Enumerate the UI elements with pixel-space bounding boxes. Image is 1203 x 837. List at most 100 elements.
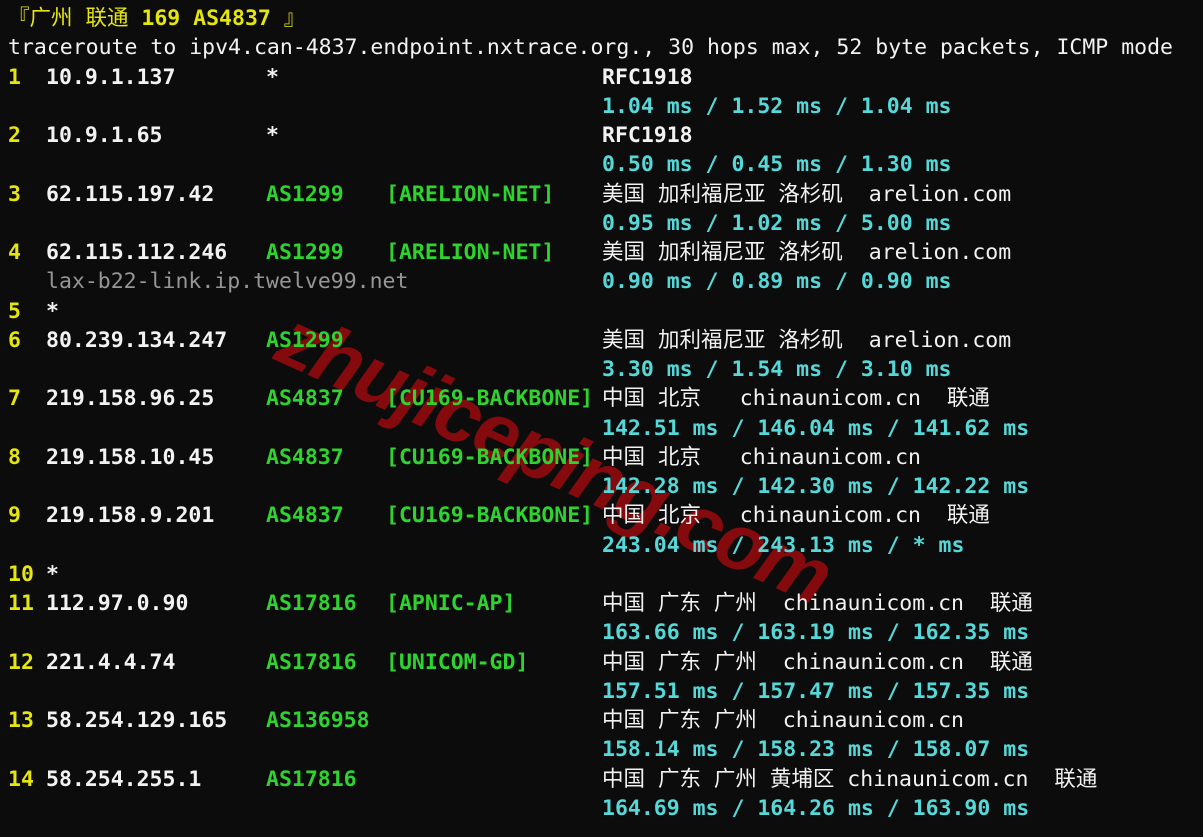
hop-number: 12: [8, 649, 34, 675]
hop-geo: 中国 广东 广州 黄埔区 chinaunicom.cn 联通: [602, 766, 1098, 792]
hop-number: 7: [8, 386, 21, 412]
hop-main-line: 8 219.158.10.45 AS4837 [CU169-BACKBONE] …: [0, 443, 1203, 472]
hop-latency: 164.69 ms / 164.26 ms / 163.90 ms: [602, 795, 1030, 821]
hop-ip: 221.4.4.74: [46, 649, 176, 675]
hop-latency: 142.51 ms / 146.04 ms / 141.62 ms: [602, 415, 1030, 441]
hop-latency: 0.50 ms / 0.45 ms / 1.30 ms: [602, 152, 952, 178]
trace-title-bracket: 』: [270, 6, 306, 31]
hop-number: 2: [8, 123, 21, 148]
hop-number: 6: [8, 327, 21, 353]
hop-number: 13: [8, 708, 34, 733]
hop-detail-line: 164.69 ms / 164.26 ms / 163.90 ms: [0, 794, 1203, 823]
hop-ip: 62.115.112.246: [46, 240, 228, 265]
hop-main-line: 1 10.9.1.137 * RFC1918: [0, 63, 1203, 92]
hop-row: 9 219.158.9.201 AS4837 [CU169-BACKBONE] …: [0, 501, 1203, 560]
hop-geo: 中国 北京 chinaunicom.cn 联通: [602, 503, 990, 529]
hop-main-line: 4 62.115.112.246 AS1299 [ARELION-NET] 美国…: [0, 238, 1203, 267]
hop-ip: 219.158.96.25: [46, 386, 215, 412]
hop-geo: 美国 加利福尼亚 洛杉矶 arelion.com: [602, 240, 1012, 265]
hop-asn: AS17816: [266, 766, 357, 792]
hop-geo: RFC1918: [602, 64, 693, 90]
hop-geo: 美国 加利福尼亚 洛杉矶 arelion.com: [602, 181, 1012, 207]
hop-asn: *: [266, 123, 279, 148]
trace-summary-line: traceroute to ipv4.can-4837.endpoint.nxt…: [0, 33, 1203, 62]
hop-row: 3 62.115.197.42 AS1299 [ARELION-NET] 美国 …: [0, 180, 1203, 239]
hop-detail-line: 142.28 ms / 142.30 ms / 142.22 ms: [0, 472, 1203, 501]
hop-ip: 10.9.1.65: [46, 123, 163, 148]
hop-row: 8 219.158.10.45 AS4837 [CU169-BACKBONE] …: [0, 443, 1203, 502]
hop-detail-line: 142.51 ms / 146.04 ms / 141.62 ms: [0, 414, 1203, 443]
hop-ip: 62.115.197.42: [46, 181, 215, 207]
hop-main-line: 6 80.239.134.247 AS1299 美国 加利福尼亚 洛杉矶 are…: [0, 326, 1203, 355]
trace-title-line: 『广州 联通 169 AS4837 』: [0, 4, 1203, 33]
hop-ip: 58.254.129.165: [46, 708, 228, 733]
hop-row: 2 10.9.1.65 * RFC1918 0.50 ms / 0.45 ms …: [0, 121, 1203, 180]
hop-main-line: 12 221.4.4.74 AS17816 [UNICOM-GD] 中国 广东 …: [0, 648, 1203, 677]
hop-main-line: 13 58.254.129.165 AS136958 中国 广东 广州 chin…: [0, 706, 1203, 735]
hop-latency: 158.14 ms / 158.23 ms / 158.07 ms: [602, 737, 1030, 763]
hop-detail-line: 157.51 ms / 157.47 ms / 157.35 ms: [0, 677, 1203, 706]
hop-main-line: 3 62.115.197.42 AS1299 [ARELION-NET] 美国 …: [0, 180, 1203, 209]
hop-main-line: 14 58.254.255.1 AS17816 中国 广东 广州 黄埔区 chi…: [0, 765, 1203, 794]
hop-main-line: 9 219.158.9.201 AS4837 [CU169-BACKBONE] …: [0, 501, 1203, 530]
hop-number: 11: [8, 591, 34, 616]
trace-summary-text: traceroute to ipv4.can-4837.endpoint.nxt…: [8, 35, 1173, 61]
hop-row: 13 58.254.129.165 AS136958 中国 广东 广州 chin…: [0, 706, 1203, 765]
hop-asn: AS1299: [266, 327, 344, 353]
hop-main-line: 5 *: [0, 297, 1203, 326]
hop-geo: 中国 广东 广州 chinaunicom.cn: [602, 708, 964, 733]
hop-asname: [ARELION-NET]: [386, 240, 555, 265]
hop-detail-line: 0.50 ms / 0.45 ms / 1.30 ms: [0, 150, 1203, 179]
hop-asname: [CU169-BACKBONE]: [386, 503, 594, 529]
hop-list: 1 10.9.1.137 * RFC1918 1.04 ms / 1.52 ms…: [0, 63, 1203, 824]
hop-latency: 0.90 ms / 0.89 ms / 0.90 ms: [602, 269, 952, 295]
hop-detail-line: 163.66 ms / 163.19 ms / 162.35 ms: [0, 618, 1203, 647]
hop-ip: 219.158.10.45: [46, 444, 215, 470]
hop-asname: [UNICOM-GD]: [386, 649, 529, 675]
hop-main-line: 2 10.9.1.65 * RFC1918: [0, 121, 1203, 150]
hop-asn: AS136958: [266, 708, 370, 733]
hop-asn: AS4837: [266, 503, 344, 529]
hop-asn: AS1299: [266, 240, 344, 265]
hop-number: 4: [8, 240, 21, 265]
hop-ip: 58.254.255.1: [46, 766, 202, 792]
hop-latency: 243.04 ms / 243.13 ms / * ms: [602, 532, 965, 558]
hop-row: 10 *: [0, 560, 1203, 589]
hop-row: 7 219.158.96.25 AS4837 [CU169-BACKBONE] …: [0, 384, 1203, 443]
trace-title-location: 『广州 联通: [8, 6, 142, 31]
hop-detail-line: lax-b22-link.ip.twelve99.net 0.90 ms / 0…: [0, 267, 1203, 296]
hop-asname: [APNIC-AP]: [386, 591, 516, 616]
hop-latency: 163.66 ms / 163.19 ms / 162.35 ms: [602, 620, 1030, 646]
hop-ip: 219.158.9.201: [46, 503, 215, 529]
hop-number: 10: [8, 561, 34, 587]
hop-ip: *: [46, 561, 59, 587]
hop-ip: 80.239.134.247: [46, 327, 228, 353]
hop-main-line: 11 112.97.0.90 AS17816 [APNIC-AP] 中国 广东 …: [0, 589, 1203, 618]
hop-asname: [CU169-BACKBONE]: [386, 386, 594, 412]
hop-asn: AS17816: [266, 649, 357, 675]
hop-geo: RFC1918: [602, 123, 693, 148]
hop-geo: 中国 北京 chinaunicom.cn: [602, 444, 921, 470]
hop-number: 1: [8, 64, 21, 90]
hop-number: 8: [8, 444, 21, 470]
hop-number: 5: [8, 298, 21, 324]
hop-geo: 中国 北京 chinaunicom.cn 联通: [602, 386, 990, 412]
hop-ip: 10.9.1.137: [46, 64, 176, 90]
hop-latency: 142.28 ms / 142.30 ms / 142.22 ms: [602, 474, 1030, 499]
hop-number: 14: [8, 766, 34, 792]
hop-row: 14 58.254.255.1 AS17816 中国 广东 广州 黄埔区 chi…: [0, 765, 1203, 824]
hop-asname: [ARELION-NET]: [386, 181, 555, 207]
hop-asn: AS4837: [266, 386, 344, 412]
hop-detail-line: 3.30 ms / 1.54 ms / 3.10 ms: [0, 355, 1203, 384]
hop-row: 11 112.97.0.90 AS17816 [APNIC-AP] 中国 广东 …: [0, 589, 1203, 648]
hop-latency: 157.51 ms / 157.47 ms / 157.35 ms: [602, 678, 1030, 704]
hop-ip: 112.97.0.90: [46, 591, 189, 616]
hop-asname: [CU169-BACKBONE]: [386, 444, 594, 470]
hop-detail-line: 0.95 ms / 1.02 ms / 5.00 ms: [0, 209, 1203, 238]
hop-detail-line: 1.04 ms / 1.52 ms / 1.04 ms: [0, 92, 1203, 121]
hop-main-line: 7 219.158.96.25 AS4837 [CU169-BACKBONE] …: [0, 384, 1203, 413]
hop-row: 4 62.115.112.246 AS1299 [ARELION-NET] 美国…: [0, 238, 1203, 297]
hop-row: 1 10.9.1.137 * RFC1918 1.04 ms / 1.52 ms…: [0, 63, 1203, 122]
